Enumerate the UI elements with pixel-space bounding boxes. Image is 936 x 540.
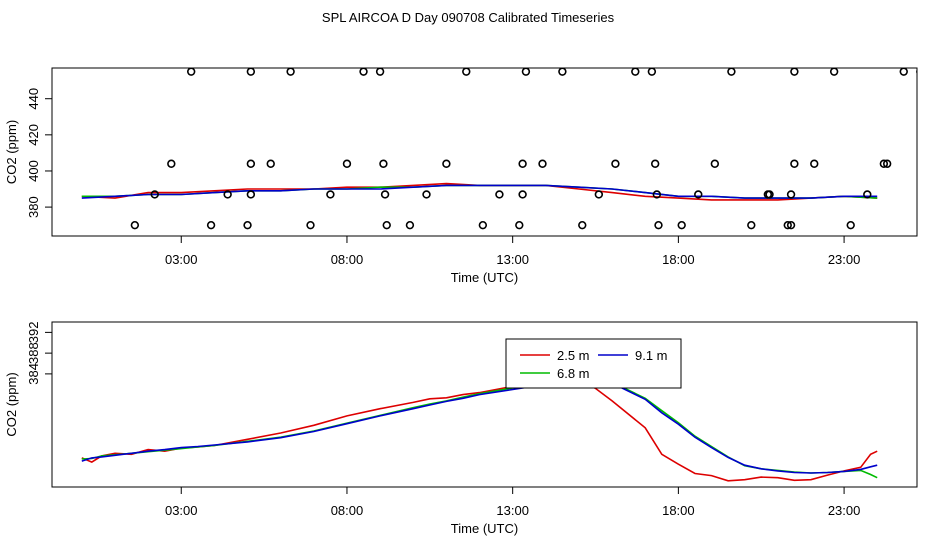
data-point xyxy=(882,159,892,168)
data-point xyxy=(924,222,931,229)
data-point xyxy=(167,159,176,168)
data-point xyxy=(558,68,567,76)
data-point xyxy=(920,160,927,167)
data-point xyxy=(342,159,352,168)
data-point xyxy=(375,68,385,76)
data-point xyxy=(442,159,451,168)
data-point xyxy=(846,220,855,230)
data-point xyxy=(150,190,159,199)
x-tick-label: 03:00 xyxy=(165,503,198,518)
x-tick-label: 18:00 xyxy=(662,252,695,267)
data-point xyxy=(727,68,736,76)
data-point xyxy=(899,68,908,76)
legend-label: 9.1 m xyxy=(635,348,668,363)
data-point xyxy=(652,190,662,199)
data-point xyxy=(326,190,335,199)
x-tick-label: 23:00 xyxy=(828,252,861,267)
data-point xyxy=(578,220,587,230)
x-tick-label: 23:00 xyxy=(828,503,861,518)
series-line-6-8-m xyxy=(81,377,878,479)
data-point xyxy=(829,68,839,76)
x-tick-label: 13:00 xyxy=(496,503,529,518)
data-point xyxy=(538,159,547,168)
y-tick-label: 380 xyxy=(26,196,41,218)
data-point xyxy=(495,190,504,199)
x-axis-label: Time (UTC) xyxy=(451,521,518,536)
data-point xyxy=(306,220,315,230)
data-point xyxy=(863,190,872,199)
legend-box xyxy=(505,338,682,389)
data-point xyxy=(518,159,527,168)
legend-label: 6.8 m xyxy=(557,366,590,381)
y-tick-label: 420 xyxy=(26,124,41,146)
x-tick-label: 08:00 xyxy=(331,252,364,267)
top-panel: 03:00 08:00 13:00 18:00 23:00 Time (UTC) 380 40… xyxy=(4,67,931,285)
data-point xyxy=(382,220,391,230)
legend-label: 2.5 m xyxy=(557,348,590,363)
data-point xyxy=(359,68,368,76)
data-point xyxy=(654,220,663,230)
plot-frame xyxy=(51,321,918,488)
data-point xyxy=(677,220,686,230)
data-point xyxy=(380,190,390,199)
data-point xyxy=(694,190,703,199)
data-point xyxy=(515,220,524,230)
data-point xyxy=(765,190,774,199)
bottom-panel: 03:00 08:00 13:00 18:00 23:00 Time (UTC) 38438… xyxy=(4,321,918,536)
data-point xyxy=(206,220,216,230)
data-point xyxy=(521,68,531,76)
y-tick-label: 384 xyxy=(26,363,41,385)
y-tick-label: 400 xyxy=(26,160,41,182)
data-point xyxy=(223,190,232,199)
data-point xyxy=(879,159,889,168)
data-point xyxy=(246,68,256,76)
data-point xyxy=(594,190,604,199)
data-point xyxy=(786,220,796,230)
data-point xyxy=(790,68,799,76)
y-tick-label: 388 xyxy=(26,342,41,364)
x-tick-label: 18:00 xyxy=(662,503,695,518)
data-point xyxy=(810,159,819,168)
data-point xyxy=(243,220,252,230)
y-tick-label: 392 xyxy=(26,322,41,344)
data-point xyxy=(647,68,657,76)
x-axis-label: Time (UTC) xyxy=(451,270,518,285)
data-point xyxy=(790,159,799,168)
data-point xyxy=(518,190,527,199)
series-group xyxy=(81,377,878,482)
series-line-9-1-m xyxy=(81,184,878,199)
data-point xyxy=(286,68,295,76)
chart-title: SPL AIRCOA D Day 090708 Calibrated Times… xyxy=(322,10,615,25)
data-point xyxy=(631,68,640,76)
data-point xyxy=(478,220,488,230)
data-point xyxy=(246,159,256,168)
data-point xyxy=(379,159,388,168)
data-point xyxy=(710,159,720,168)
data-point xyxy=(462,68,471,76)
data-point xyxy=(422,190,431,199)
data-point xyxy=(916,69,917,75)
data-point xyxy=(405,220,415,230)
y-tick-label: 440 xyxy=(26,88,41,110)
plot-frame xyxy=(51,67,918,237)
data-point xyxy=(130,220,140,230)
series-group xyxy=(81,68,931,230)
y-axis-label: CO2 (ppm) xyxy=(4,120,19,184)
data-point xyxy=(650,159,660,168)
y-axis-label: CO2 (ppm) xyxy=(4,372,19,436)
data-point xyxy=(786,190,796,199)
data-point xyxy=(266,159,275,168)
data-point xyxy=(246,190,256,199)
data-point xyxy=(920,191,927,198)
x-tick-label: 13:00 xyxy=(496,252,529,267)
x-tick-label: 03:00 xyxy=(165,252,198,267)
x-tick-label: 08:00 xyxy=(331,503,364,518)
legend: 2.5 m 6.8 m 9.1 m xyxy=(505,338,682,389)
data-point xyxy=(611,159,620,168)
data-point xyxy=(747,220,756,230)
data-point xyxy=(783,220,792,230)
data-point xyxy=(186,68,196,76)
